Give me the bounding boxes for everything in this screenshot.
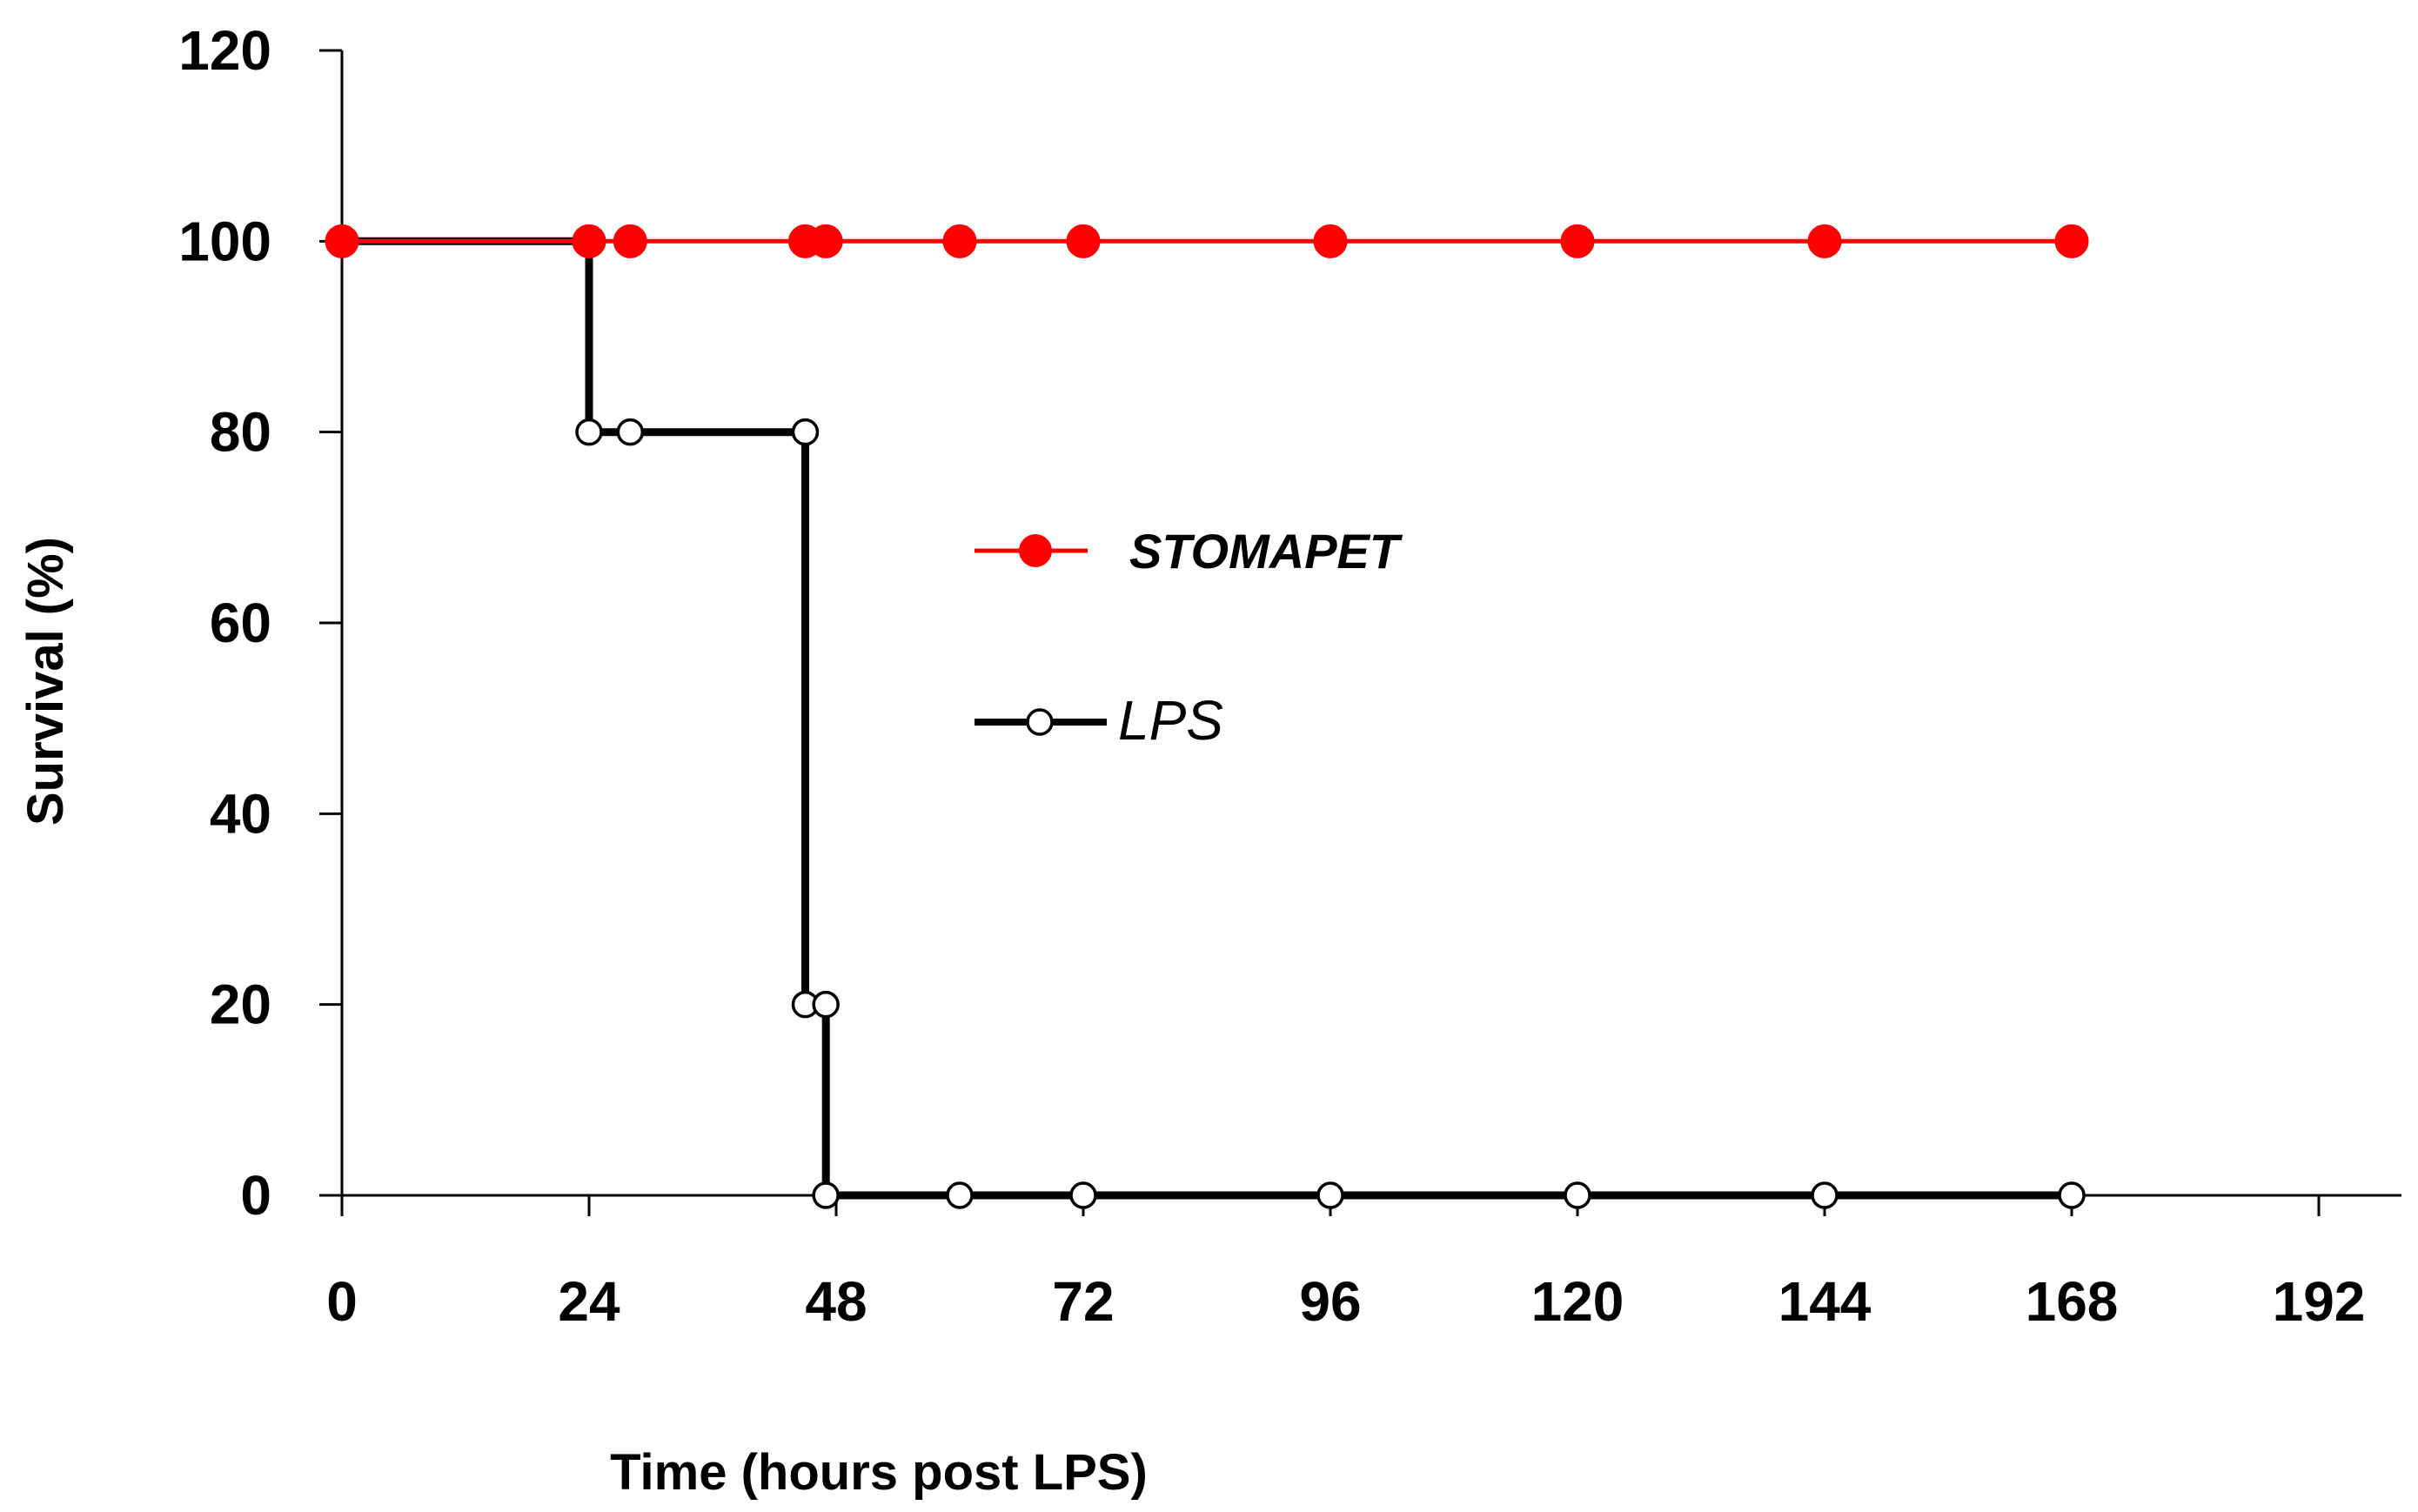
y-axis-title: Survival (%) <box>17 537 74 826</box>
data-point-lps <box>1811 1181 1839 1209</box>
legend-entry-lps: LPS <box>975 689 1223 752</box>
x-tick-label: 24 <box>558 1270 620 1333</box>
x-tick-label: 144 <box>1778 1270 1872 1333</box>
legend-marker <box>1026 708 1054 736</box>
data-point-lps <box>1069 1181 1097 1209</box>
legend: STOMAPET LPS <box>975 524 1403 752</box>
x-tick-label: 0 <box>326 1270 358 1333</box>
data-point-lps <box>791 418 820 446</box>
data-point-lps <box>2058 1181 2086 1209</box>
data-point-stomapet <box>2054 224 2089 258</box>
series-stomapet <box>325 224 2089 258</box>
y-tick-label: 20 <box>210 973 271 1036</box>
x-tick-label: 120 <box>1531 1270 1624 1333</box>
legend-label: STOMAPET <box>1129 524 1403 579</box>
x-axis-title: Time (hours post LPS) <box>610 1444 1148 1501</box>
data-point-stomapet <box>1066 224 1101 258</box>
data-point-stomapet <box>1560 224 1595 258</box>
y-tick-label: 80 <box>210 401 271 464</box>
data-point-stomapet <box>942 224 977 258</box>
data-point-lps <box>616 418 645 446</box>
legend-entry-stomapet: STOMAPET <box>975 524 1403 579</box>
x-tick-label: 96 <box>1299 1270 1361 1333</box>
data-point-lps <box>946 1181 974 1209</box>
y-tick-label: 0 <box>240 1164 271 1227</box>
x-tick-label: 168 <box>2026 1270 2119 1333</box>
x-tick-label: 192 <box>2273 1270 2366 1333</box>
data-point-stomapet <box>808 224 843 258</box>
data-point-lps <box>575 418 603 446</box>
legend-marker <box>1019 534 1052 567</box>
x-tick-label: 72 <box>1052 1270 1114 1333</box>
data-point-stomapet <box>1807 224 1842 258</box>
x-tick-label: 48 <box>805 1270 867 1333</box>
legend-label: LPS <box>1118 689 1223 752</box>
y-tick-label: 60 <box>210 592 271 654</box>
data-point-stomapet <box>572 224 606 258</box>
data-point-stomapet <box>613 224 647 258</box>
data-point-lps <box>1564 1181 1591 1209</box>
data-point-stomapet <box>325 224 359 258</box>
series-layer <box>325 224 2089 1209</box>
data-point-lps <box>812 1181 840 1209</box>
y-tick-label: 100 <box>178 210 271 272</box>
axes: 0 20 40 60 80 100 120 0 24 48 72 96 120 144 168 192 <box>178 19 2401 1333</box>
data-point-lps <box>1316 1181 1344 1209</box>
y-tick-label: 40 <box>210 782 271 845</box>
y-tick-label: 120 <box>178 19 271 82</box>
data-point-stomapet <box>1313 224 1348 258</box>
data-point-lps <box>812 990 840 1019</box>
